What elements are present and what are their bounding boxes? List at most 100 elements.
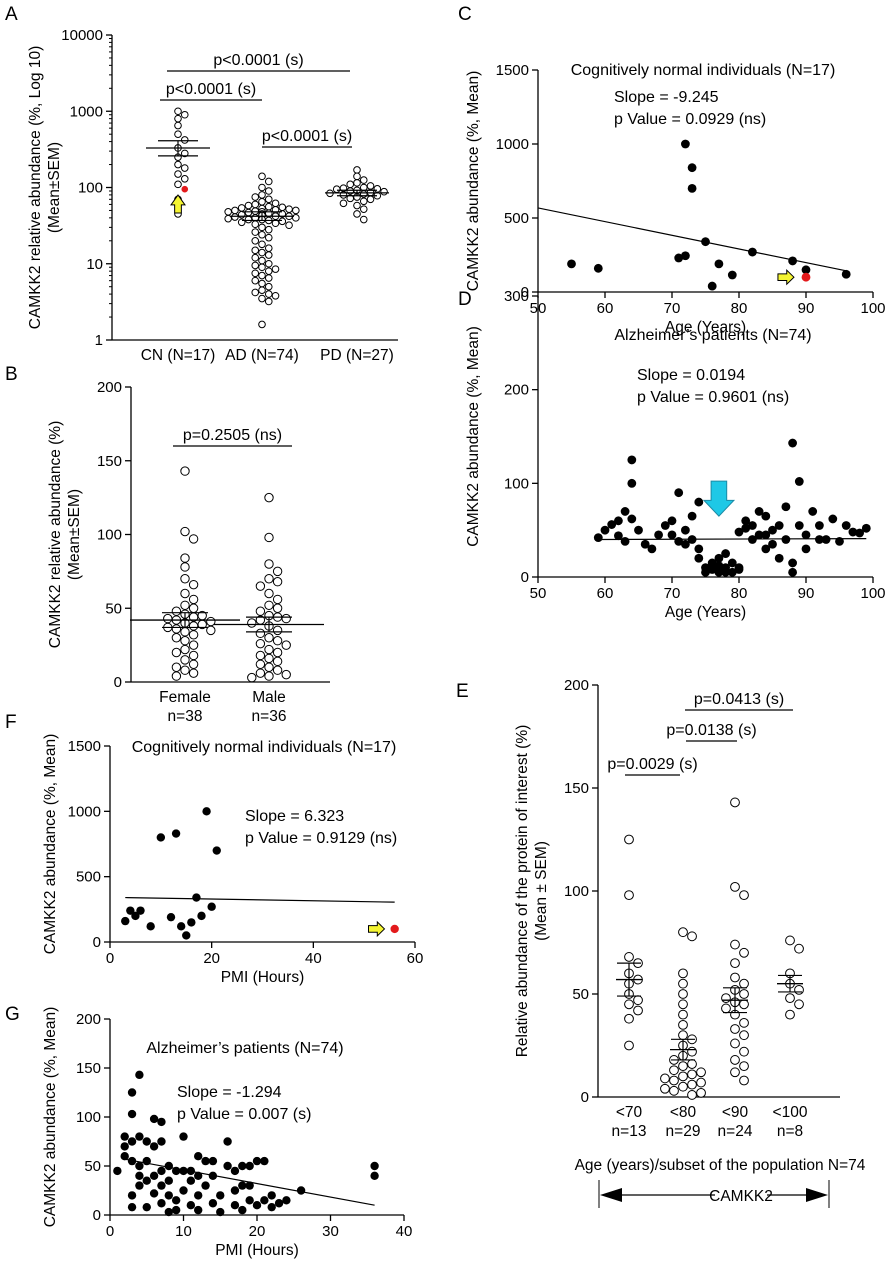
data-point bbox=[180, 665, 190, 675]
data-point bbox=[264, 532, 274, 543]
data-point bbox=[264, 653, 274, 664]
data-point bbox=[121, 916, 130, 926]
data-point bbox=[721, 1003, 731, 1014]
data-point bbox=[251, 220, 260, 229]
data-point bbox=[163, 613, 173, 624]
data-point bbox=[264, 559, 274, 569]
data-point bbox=[687, 931, 697, 942]
data-point bbox=[633, 995, 643, 1006]
x-tick-label: 80 bbox=[731, 300, 748, 317]
data-point bbox=[761, 530, 771, 540]
panel-d: 50 60 70 80 90 100 0 100 200 300 Age (Years) CAMKK2… bbox=[465, 288, 886, 621]
x-tick-label: 90 bbox=[798, 300, 815, 317]
data-point bbox=[272, 665, 283, 675]
data-point bbox=[258, 230, 266, 239]
regression-line bbox=[538, 207, 847, 272]
y-tick-label: 1500 bbox=[496, 62, 529, 79]
data-point bbox=[855, 528, 864, 538]
x-tick-label: 40 bbox=[396, 1223, 413, 1240]
y-tick-label: 100 bbox=[504, 475, 529, 492]
data-point bbox=[180, 600, 190, 610]
data-point bbox=[714, 259, 724, 269]
data-point bbox=[748, 535, 757, 544]
x-axis-label: Age (Years) bbox=[665, 319, 746, 336]
data-point bbox=[164, 1207, 173, 1217]
data-point bbox=[768, 539, 777, 549]
y-tick-label: 150 bbox=[76, 1060, 101, 1077]
data-point bbox=[135, 1171, 144, 1181]
data-point bbox=[237, 204, 246, 212]
p-value-annotation: p Value = 0.007 (s) bbox=[177, 1106, 311, 1123]
data-point bbox=[696, 1067, 706, 1078]
data-point bbox=[660, 1083, 670, 1094]
highlight-point bbox=[801, 272, 811, 282]
data-point bbox=[223, 1137, 232, 1146]
data-point bbox=[264, 187, 273, 195]
data-point bbox=[370, 1171, 379, 1181]
data-point bbox=[339, 199, 348, 208]
data-point bbox=[251, 276, 260, 285]
y-tick-label: 0 bbox=[581, 1089, 589, 1106]
bracket-cn-ad-label: p<0.0001 (s) bbox=[166, 81, 256, 98]
arrow-icon bbox=[777, 269, 795, 286]
data-point bbox=[238, 1205, 247, 1215]
y-tick-label: 500 bbox=[76, 869, 101, 886]
data-point bbox=[258, 197, 266, 206]
data-point bbox=[624, 890, 634, 901]
data-point bbox=[171, 1196, 181, 1205]
highlight-point bbox=[181, 185, 189, 193]
data-point bbox=[180, 466, 190, 476]
data-point bbox=[282, 1196, 291, 1205]
data-point bbox=[687, 1059, 697, 1069]
data-point bbox=[674, 488, 684, 498]
data-point bbox=[281, 613, 291, 624]
x-axis-label: PMI (Hours) bbox=[215, 1242, 299, 1259]
data-point bbox=[678, 1030, 688, 1041]
data-point bbox=[768, 525, 777, 535]
data-point bbox=[157, 1181, 166, 1190]
data-point bbox=[258, 294, 266, 303]
data-point bbox=[627, 478, 637, 488]
data-point bbox=[614, 516, 623, 526]
data-point bbox=[774, 553, 784, 563]
data-point bbox=[264, 195, 273, 204]
data-point bbox=[741, 523, 751, 533]
data-point bbox=[258, 240, 266, 249]
y-axis-label: CAMKK2 relative abundance (%, Log 10) bbox=[27, 46, 44, 329]
data-point bbox=[245, 1161, 254, 1171]
chart-title: Cognitively normal individuals (N=17) bbox=[132, 739, 397, 756]
data-point bbox=[157, 1137, 166, 1146]
x-tick-label: 50 bbox=[530, 585, 547, 602]
data-point bbox=[739, 1075, 749, 1086]
y-tick-label: 300 bbox=[504, 288, 529, 305]
data-point bbox=[171, 633, 182, 643]
data-point bbox=[258, 279, 266, 288]
data-point bbox=[258, 248, 266, 257]
data-point bbox=[687, 1069, 697, 1080]
data-point bbox=[264, 282, 273, 291]
data-point bbox=[186, 1201, 196, 1210]
data-point bbox=[815, 535, 824, 544]
data-point bbox=[828, 514, 838, 524]
data-point bbox=[707, 281, 717, 291]
data-point bbox=[157, 1166, 166, 1176]
data-point bbox=[245, 1196, 254, 1205]
data-point bbox=[180, 627, 190, 637]
data-point bbox=[271, 291, 280, 300]
slope-annotation: Slope = 0.0194 bbox=[637, 367, 745, 384]
data-point bbox=[292, 214, 300, 222]
y-tick-label: 1000 bbox=[496, 136, 529, 153]
bracket-ad-pd-label: p<0.0001 (s) bbox=[262, 128, 352, 145]
x-axis-label: Age (Years) bbox=[665, 604, 746, 621]
data-point bbox=[135, 1132, 144, 1141]
panel-letter-c: C bbox=[458, 4, 472, 25]
data-point bbox=[727, 270, 737, 280]
data-point bbox=[258, 183, 266, 192]
data-point bbox=[179, 1166, 188, 1176]
data-point bbox=[781, 502, 791, 512]
data-point bbox=[801, 265, 811, 275]
fit-line-clip bbox=[538, 207, 847, 272]
data-point bbox=[188, 659, 199, 669]
data-point bbox=[188, 534, 199, 544]
